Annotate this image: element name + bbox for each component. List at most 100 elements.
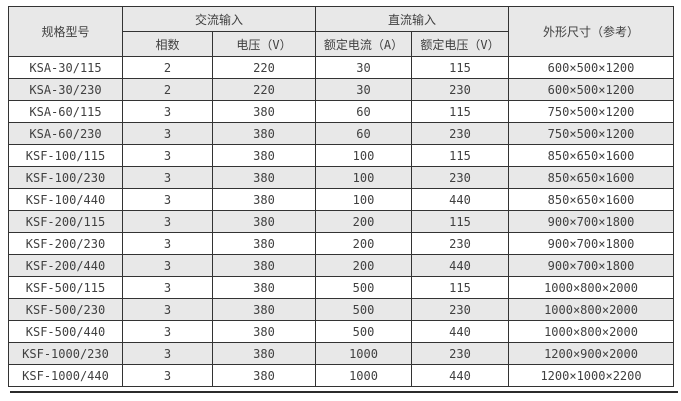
- cell-ac-voltage: 380: [211, 342, 317, 365]
- cell-model: KSA-60/115: [8, 100, 123, 123]
- table-row: KSF-100/230 3 380 100 230 850×650×1600: [8, 166, 675, 189]
- cell-dc-voltage: 115: [411, 100, 510, 123]
- cell-phases: 3: [122, 254, 213, 277]
- cell-ac-voltage: 380: [211, 122, 317, 145]
- cell-phases: 2: [122, 78, 213, 101]
- cell-dc-voltage: 115: [411, 276, 510, 299]
- cell-model: KSF-1000/440: [8, 364, 123, 387]
- cell-phases: 3: [122, 166, 213, 189]
- col-header-dc-current: 额定电流（A）: [315, 31, 413, 57]
- cell-dc-current: 60: [315, 100, 413, 123]
- cell-dc-voltage: 115: [411, 144, 510, 167]
- cell-model: KSF-100/230: [8, 166, 123, 189]
- cell-model: KSA-60/230: [8, 122, 123, 145]
- cell-model: KSF-100/440: [8, 188, 123, 211]
- col-header-dimensions: 外形尺寸（参考）: [508, 6, 675, 57]
- cell-dc-current: 200: [315, 210, 413, 233]
- cell-dc-voltage: 230: [411, 342, 510, 365]
- cell-dc-current: 500: [315, 276, 413, 299]
- cell-dimensions: 1000×800×2000: [508, 276, 675, 299]
- cell-dimensions: 850×650×1600: [508, 166, 675, 189]
- table-row: KSF-500/230 3 380 500 230 1000×800×2000: [8, 298, 675, 321]
- cell-dc-voltage: 440: [411, 188, 510, 211]
- cell-phases: 2: [122, 56, 213, 79]
- cell-dimensions: 1200×900×2000: [508, 342, 675, 365]
- cell-ac-voltage: 380: [211, 100, 317, 123]
- cell-phases: 3: [122, 298, 213, 321]
- col-group-ac-input: 交流输入: [121, 6, 317, 32]
- cell-dc-voltage: 440: [411, 364, 510, 387]
- cell-model: KSF-200/440: [8, 254, 123, 277]
- cell-dc-current: 30: [315, 56, 413, 79]
- cell-dc-current: 500: [315, 298, 413, 321]
- cell-phases: 3: [122, 210, 213, 233]
- cell-ac-voltage: 380: [211, 276, 317, 299]
- cell-model: KSF-500/230: [8, 298, 123, 321]
- col-group-dc-input: 直流输入: [315, 6, 510, 32]
- cell-ac-voltage: 380: [211, 232, 317, 255]
- cell-phases: 3: [122, 144, 213, 167]
- table-row: KSF-200/115 3 380 200 115 900×700×1800: [8, 210, 675, 233]
- col-header-ac-voltage: 电压（V）: [211, 31, 317, 57]
- cell-dimensions: 850×650×1600: [508, 144, 675, 167]
- cell-dimensions: 1000×800×2000: [508, 298, 675, 321]
- cell-model: KSF-1000/230: [8, 342, 123, 365]
- cell-dc-current: 100: [315, 188, 413, 211]
- col-header-model: 规格型号: [8, 6, 123, 57]
- cell-phases: 3: [122, 320, 213, 343]
- cell-dc-current: 100: [315, 166, 413, 189]
- cell-dimensions: 900×700×1800: [508, 254, 675, 277]
- cell-model: KSA-30/115: [8, 56, 123, 79]
- cell-dimensions: 600×500×1200: [508, 56, 675, 79]
- cell-dimensions: 750×500×1200: [508, 122, 675, 145]
- cell-dc-current: 60: [315, 122, 413, 145]
- table-row: KSA-60/230 3 380 60 230 750×500×1200: [8, 122, 675, 145]
- table-row: KSA-30/230 2 220 30 230 600×500×1200: [8, 78, 675, 101]
- cell-phases: 3: [122, 122, 213, 145]
- cell-dimensions: 900×700×1800: [508, 210, 675, 233]
- cell-ac-voltage: 380: [211, 320, 317, 343]
- spec-table: 规格型号 交流输入 直流输入 外形尺寸（参考） 相数 电压（V） 额定电流（A）…: [8, 6, 675, 387]
- bottom-divider: [10, 391, 678, 393]
- cell-dc-voltage: 230: [411, 78, 510, 101]
- table-row: KSF-500/440 3 380 500 440 1000×800×2000: [8, 320, 675, 343]
- cell-model: KSF-100/115: [8, 144, 123, 167]
- cell-dc-current: 500: [315, 320, 413, 343]
- cell-dc-current: 1000: [315, 342, 413, 365]
- table-row: KSF-1000/440 3 380 1000 440 1200×1000×2200: [8, 364, 675, 387]
- table-row: KSF-100/440 3 380 100 440 850×650×1600: [8, 188, 675, 211]
- cell-dimensions: 900×700×1800: [508, 232, 675, 255]
- table-body: KSA-30/115 2 220 30 115 600×500×1200 KSA-30/23…: [8, 56, 675, 387]
- cell-dc-current: 200: [315, 254, 413, 277]
- cell-ac-voltage: 220: [211, 78, 317, 101]
- cell-ac-voltage: 380: [211, 254, 317, 277]
- cell-phases: 3: [122, 276, 213, 299]
- cell-ac-voltage: 380: [211, 144, 317, 167]
- cell-model: KSA-30/230: [8, 78, 123, 101]
- cell-dc-current: 1000: [315, 364, 413, 387]
- cell-model: KSF-500/440: [8, 320, 123, 343]
- col-header-dc-voltage: 额定电压（V）: [411, 31, 510, 57]
- cell-ac-voltage: 380: [211, 210, 317, 233]
- cell-ac-voltage: 380: [211, 188, 317, 211]
- col-header-phases: 相数: [122, 31, 213, 57]
- cell-phases: 3: [122, 364, 213, 387]
- table-row: KSF-500/115 3 380 500 115 1000×800×2000: [8, 276, 675, 299]
- cell-ac-voltage: 380: [211, 298, 317, 321]
- cell-ac-voltage: 220: [211, 56, 317, 79]
- cell-dimensions: 750×500×1200: [508, 100, 675, 123]
- cell-dc-voltage: 230: [411, 232, 510, 255]
- header-row-sub: 相数 电压（V） 额定电流（A） 额定电压（V）: [9, 31, 674, 57]
- cell-dc-current: 200: [315, 232, 413, 255]
- table-row: KSF-200/440 3 380 200 440 900×700×1800: [8, 254, 675, 277]
- table-row: KSF-200/230 3 380 200 230 900×700×1800: [8, 232, 675, 255]
- table-header: 规格型号 交流输入 直流输入 外形尺寸（参考） 相数 电压（V） 额定电流（A）…: [8, 6, 675, 57]
- cell-model: KSF-500/115: [8, 276, 123, 299]
- cell-dc-voltage: 230: [411, 122, 510, 145]
- cell-dc-current: 30: [315, 78, 413, 101]
- cell-dc-current: 100: [315, 144, 413, 167]
- cell-model: KSF-200/230: [8, 232, 123, 255]
- table-row: KSF-100/115 3 380 100 115 850×650×1600: [8, 144, 675, 167]
- cell-dc-voltage: 230: [411, 298, 510, 321]
